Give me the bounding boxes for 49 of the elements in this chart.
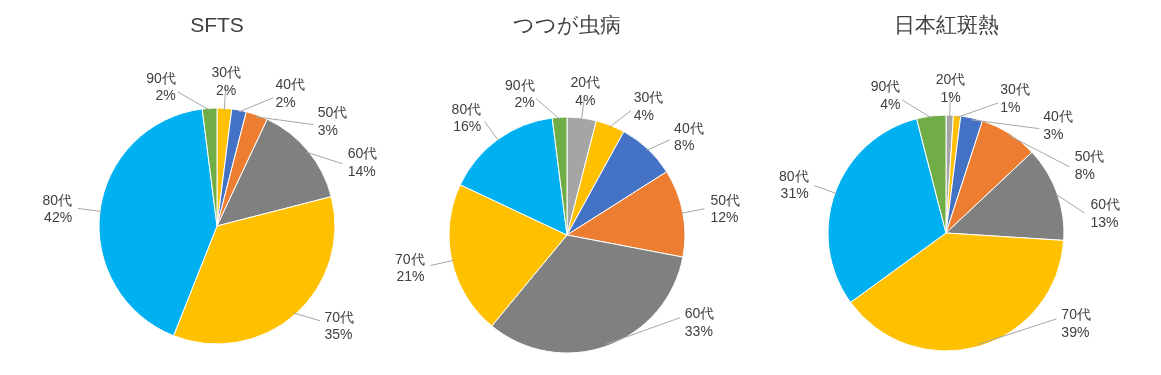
data-label: 16% [453, 118, 482, 135]
slice-label: 20代 [570, 74, 601, 91]
slice-label: 90代 [505, 76, 535, 93]
slice-label: 80代 [779, 167, 809, 184]
data-label: 3% [317, 121, 338, 138]
slice-label: 50代 [710, 191, 740, 208]
slice-label: 30代 [1000, 81, 1030, 98]
data-label: 33% [684, 322, 713, 339]
chart-title: SFTS [190, 13, 244, 36]
data-label: 42% [44, 209, 73, 226]
data-label: 21% [396, 268, 425, 285]
slice-label: 60代 [1090, 196, 1121, 213]
slice-label: 90代 [146, 69, 176, 86]
slice-label: 80代 [451, 100, 482, 117]
data-label: 2% [275, 93, 296, 110]
chart-title: 日本紅斑熱 [893, 13, 999, 36]
slice-label: 70代 [1061, 306, 1091, 323]
data-label: 13% [1090, 213, 1119, 230]
chart-title: つつが虫病 [513, 13, 621, 36]
data-label: 4% [633, 106, 654, 123]
slice-label: 60代 [347, 145, 378, 162]
slice-label: 30代 [633, 89, 664, 106]
data-label: 39% [1061, 323, 1090, 340]
data-label: 4% [880, 95, 901, 112]
slice-label: 50代 [317, 104, 348, 121]
slice-label: 20代 [935, 71, 966, 88]
slice-label: 70代 [394, 250, 425, 267]
data-label: 2% [216, 81, 237, 98]
data-label: 8% [674, 137, 695, 154]
slice-label: 40代 [275, 76, 306, 93]
data-label: 8% [1074, 165, 1095, 182]
data-label: 3% [1043, 125, 1064, 142]
data-label: 4% [575, 91, 596, 108]
slice-label: 30代 [211, 64, 241, 81]
slice-label: 40代 [674, 119, 704, 136]
data-label: 1% [1000, 98, 1021, 115]
slice-label: 40代 [1043, 108, 1073, 125]
data-label: 1% [940, 88, 961, 105]
data-label: 35% [324, 326, 353, 343]
data-label: 2% [155, 87, 176, 104]
data-label: 12% [710, 209, 739, 226]
slice-label: 70代 [324, 308, 355, 325]
slice-label: 80代 [42, 191, 73, 208]
data-label: 31% [780, 185, 809, 202]
slice-label: 60代 [684, 305, 715, 322]
slice-label: 90代 [870, 78, 901, 95]
data-label: 2% [514, 94, 535, 111]
slice-label: 50代 [1074, 148, 1105, 165]
data-label: 14% [347, 162, 376, 179]
